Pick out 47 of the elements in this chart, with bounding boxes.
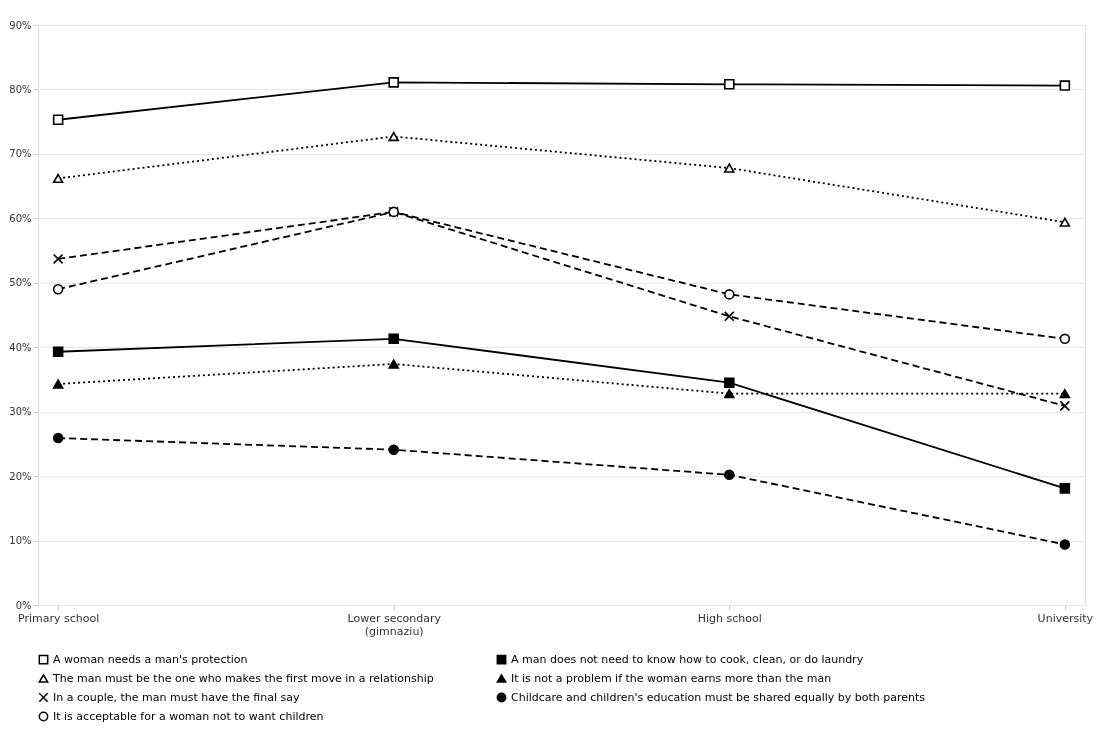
legend-label: In a couple, the man must have the final say	[53, 690, 300, 704]
point	[1059, 388, 1071, 399]
y-tick-label: 90%	[9, 19, 32, 31]
y-tick-label: 60%	[9, 212, 32, 224]
y-tick-label: 80%	[9, 83, 32, 95]
point	[1059, 539, 1071, 550]
point	[724, 377, 735, 388]
point	[1059, 217, 1071, 227]
legend-label: A man does not need to know how to cook, clean, or do laundry	[511, 652, 864, 666]
legend-label: It is not a problem if the woman earns more than the man	[511, 671, 832, 685]
x-tick-label: High school	[697, 611, 762, 625]
point	[52, 346, 64, 358]
point	[388, 444, 399, 455]
legend-label: The man must be the one who makes the first move in a relationship	[52, 671, 434, 685]
point	[52, 379, 64, 389]
point	[1059, 483, 1071, 494]
point	[52, 432, 64, 444]
point	[724, 289, 735, 300]
point	[388, 359, 399, 369]
point	[1059, 400, 1071, 412]
point	[388, 333, 399, 345]
point	[724, 469, 735, 481]
point	[388, 131, 399, 142]
x-tick-label: Lower secondary (gimnaziu)	[347, 611, 442, 638]
point	[52, 283, 64, 295]
legend-label: It is acceptable for a woman not to want children	[53, 709, 324, 723]
x-tick-label: Primary school	[17, 611, 100, 625]
point	[52, 173, 64, 184]
point	[1059, 333, 1071, 345]
point	[1059, 80, 1071, 91]
point	[724, 79, 735, 90]
legend-label: A woman needs a man's protection	[53, 652, 248, 666]
y-tick-label: 70%	[9, 148, 32, 160]
y-tick-label: 10%	[9, 535, 32, 547]
y-tick-label: 40%	[9, 341, 32, 353]
y-tick-label: 50%	[9, 277, 32, 289]
x-tick-label: University	[1037, 611, 1094, 625]
point	[52, 114, 64, 126]
y-tick-label: 30%	[9, 406, 32, 418]
point	[724, 388, 735, 399]
point	[724, 311, 735, 322]
point	[52, 253, 64, 265]
y-tick-label: 20%	[9, 470, 32, 482]
y-tick-label: 0%	[15, 599, 32, 611]
legend-label: Childcare and children's education must be shared equally by both parents	[511, 690, 926, 704]
point	[388, 77, 399, 88]
point	[724, 163, 735, 173]
